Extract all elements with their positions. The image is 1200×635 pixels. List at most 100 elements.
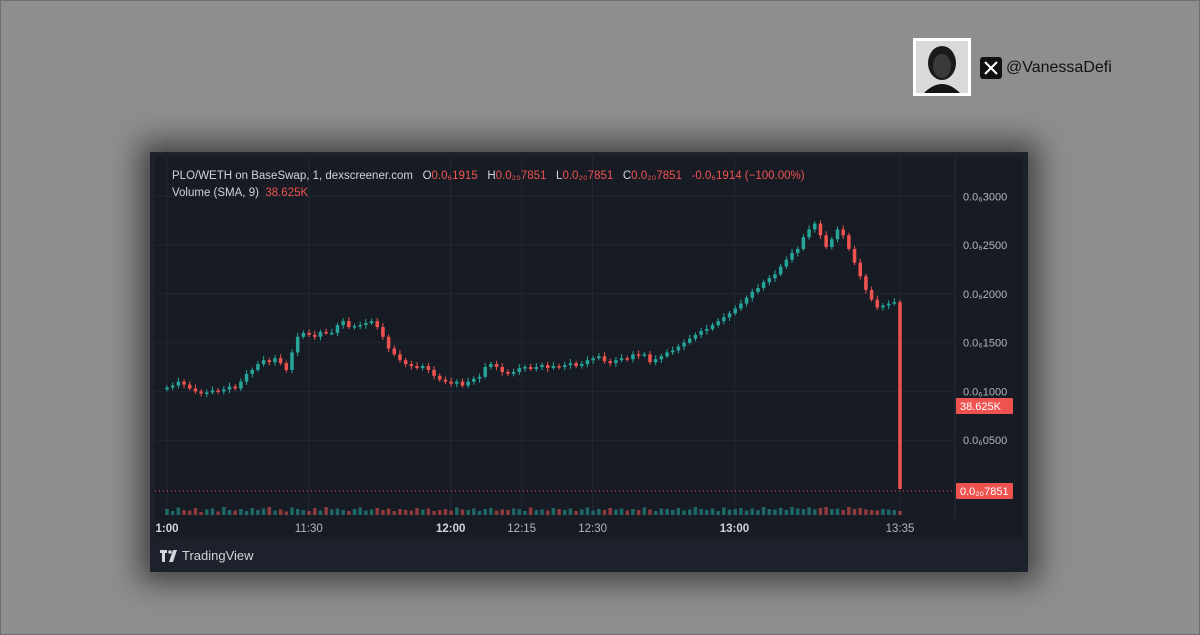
candle-body — [625, 358, 630, 360]
close-label: C — [622, 170, 632, 182]
candle-body — [187, 384, 192, 389]
volume-bar — [500, 509, 505, 515]
price-marker-label: 38.625K — [960, 401, 1002, 413]
candle-body — [284, 363, 289, 370]
candle-body — [818, 223, 823, 236]
volume-bar — [733, 509, 737, 515]
volume-bar — [727, 509, 732, 515]
handle-label: @VanessaDefi — [1006, 59, 1112, 76]
volume-bar — [398, 509, 402, 515]
volume-bar — [813, 509, 817, 515]
volume-bar — [710, 508, 715, 515]
candle-body — [727, 313, 732, 318]
candle-body — [489, 364, 493, 368]
volume-bar — [506, 510, 510, 515]
volume-bar — [330, 509, 334, 515]
volume-bar — [290, 507, 294, 515]
volume-bar — [182, 510, 186, 515]
candle-body — [358, 325, 362, 327]
volume-bar — [420, 509, 425, 515]
volume-bar — [284, 511, 289, 515]
author-handle[interactable]: @VanessaDefi — [980, 56, 1112, 80]
volume-bar — [892, 510, 897, 515]
volume-bar — [227, 510, 232, 515]
candle-body — [466, 381, 470, 386]
volume-bar — [460, 509, 465, 515]
volume-bar — [222, 507, 226, 515]
candle-body — [216, 390, 220, 392]
volume-bar — [716, 511, 720, 515]
plot-background — [155, 157, 1023, 537]
volume-bar — [466, 510, 470, 515]
candle-body — [347, 321, 351, 328]
volume-bar — [528, 507, 533, 515]
volume-legend: Volume (SMA, 9) 38.625K — [172, 187, 308, 199]
volume-bar — [375, 508, 380, 515]
tradingview-logo[interactable]: TradingView — [160, 548, 254, 563]
volume-bar — [335, 508, 340, 515]
candle-body — [682, 342, 686, 347]
candle-body — [648, 354, 652, 363]
volume-value: 38.625K — [265, 187, 309, 199]
volume-bar — [352, 509, 357, 515]
open-value: 0.0₆1915 — [431, 170, 478, 182]
candle-body — [307, 332, 311, 335]
volume-bar — [193, 508, 198, 515]
open-label: O — [422, 170, 432, 182]
candle-body — [886, 303, 891, 306]
volume-bar — [682, 510, 686, 515]
tradingview-logo-icon — [160, 549, 177, 562]
candle-body — [557, 366, 561, 368]
candle-body — [295, 336, 300, 353]
volume-bar — [653, 511, 658, 515]
close-value: 0.0₂₀7851 — [631, 170, 682, 182]
volume-bar — [267, 507, 272, 515]
ohlc-legend: PLO/WETH on BaseSwap, 1, dexscreener.com… — [172, 170, 805, 182]
volume-bar — [869, 510, 874, 515]
volume-bar — [898, 511, 902, 515]
candle-body — [227, 386, 232, 390]
candle-body — [523, 367, 527, 369]
volume-bar — [443, 509, 448, 515]
candle-body — [301, 332, 306, 337]
volume-bar — [648, 509, 652, 515]
candle-body — [330, 332, 334, 335]
volume-bar — [165, 509, 169, 515]
y-tick-label: 0.0₆3000 — [963, 191, 1007, 203]
volume-bar — [636, 510, 641, 515]
price-chart[interactable]: 0.0₆3000 0.0₆2500 0.0₆2000 0.0₆1500 0.0₆1000… — [155, 157, 1023, 537]
volume-bar — [722, 507, 726, 515]
volume-bar — [784, 510, 789, 515]
volume-bar — [426, 508, 431, 515]
candle-body — [761, 282, 766, 288]
volume-bar — [170, 511, 175, 515]
candle-body — [460, 381, 465, 386]
candle-body — [472, 378, 476, 382]
volume-bar — [841, 510, 845, 515]
candle-body — [506, 371, 510, 374]
candle-body — [892, 302, 897, 304]
chart-panel[interactable]: 0.0₆3000 0.0₆2500 0.0₆2000 0.0₆1500 0.0₆1000… — [155, 157, 1023, 537]
volume-bar — [858, 508, 862, 515]
candle-body — [267, 360, 272, 363]
candle-body — [278, 358, 283, 364]
candle-body — [534, 367, 539, 369]
y-tick-label: 0.0₆2500 — [963, 240, 1007, 252]
volume-bar — [347, 511, 351, 515]
candle-body — [239, 381, 243, 389]
volume-bar — [324, 507, 328, 515]
volume-bar — [187, 510, 192, 515]
volume-bar — [261, 508, 266, 515]
candle-body — [614, 360, 618, 364]
volume-bar — [409, 510, 414, 515]
price-marker-box — [956, 398, 1013, 415]
volume-bar — [801, 509, 806, 515]
volume-bar — [852, 509, 857, 515]
candle-body — [562, 365, 567, 368]
volume-bar — [534, 510, 539, 515]
volume-bar — [244, 511, 249, 515]
volume-bar — [818, 508, 823, 515]
volume-bar — [432, 511, 436, 515]
candle-body — [813, 223, 817, 230]
candle-body — [574, 363, 578, 367]
